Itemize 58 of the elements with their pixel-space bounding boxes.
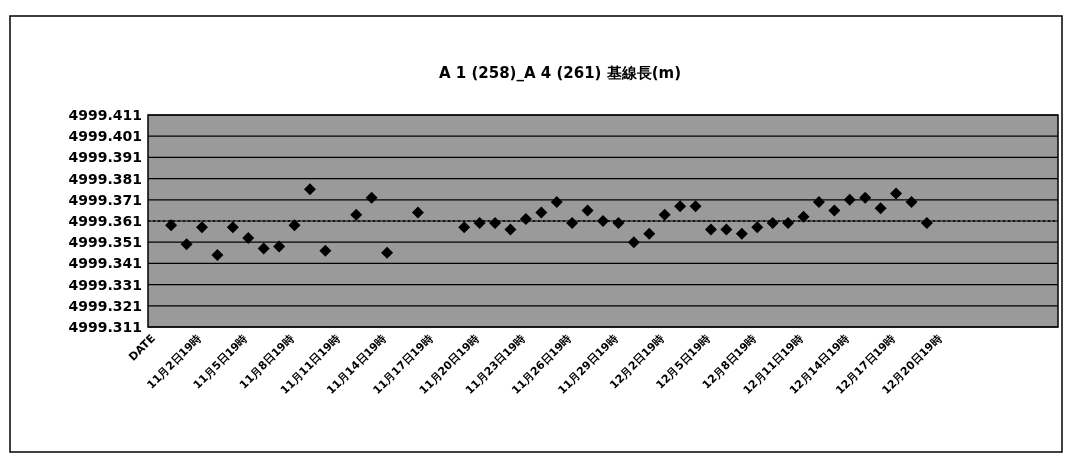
y-tick-label: 4999.381 — [68, 170, 142, 187]
point — [257, 242, 270, 255]
point — [674, 200, 687, 213]
point — [812, 195, 825, 208]
point — [689, 200, 702, 213]
point — [273, 240, 286, 253]
point — [859, 191, 872, 204]
point — [226, 221, 239, 234]
point — [581, 204, 594, 217]
point — [242, 231, 255, 244]
point — [704, 223, 717, 236]
point — [627, 236, 640, 249]
point — [195, 221, 208, 234]
point — [504, 223, 517, 236]
point — [550, 195, 563, 208]
point — [828, 204, 841, 217]
chart-title: A 1 (258)_A 4 (261) 基線長(m) — [438, 64, 682, 82]
point — [365, 191, 378, 204]
y-tick-label: 4999.341 — [68, 255, 142, 272]
y-tick-label: 4999.391 — [68, 149, 142, 166]
point — [905, 195, 918, 208]
point — [381, 246, 394, 259]
point — [411, 206, 424, 219]
point — [319, 244, 332, 257]
y-tick-label: 4999.321 — [68, 297, 142, 314]
point — [180, 238, 193, 251]
point — [843, 193, 856, 206]
point — [211, 248, 224, 261]
point — [920, 217, 933, 230]
y-tick-label: 4999.371 — [68, 191, 142, 208]
y-tick-label: 4999.401 — [68, 128, 142, 145]
point — [597, 215, 609, 227]
point — [782, 217, 795, 230]
point — [535, 206, 548, 219]
point — [612, 217, 625, 230]
point — [165, 219, 178, 232]
point — [720, 223, 733, 236]
point — [303, 183, 316, 196]
point — [797, 210, 810, 223]
point — [489, 217, 502, 230]
point — [566, 217, 579, 230]
point — [766, 217, 779, 230]
point — [458, 221, 471, 234]
y-tick-label: 4999.331 — [68, 276, 142, 293]
point — [473, 217, 486, 230]
y-tick-label: 4999.311 — [68, 319, 142, 335]
point — [890, 187, 903, 200]
point — [350, 208, 363, 221]
point — [751, 221, 764, 234]
point — [519, 212, 532, 225]
point — [288, 219, 301, 232]
y-tick-label: 4999.411 — [68, 107, 142, 123]
y-tick-label: 4999.351 — [68, 234, 142, 251]
point — [658, 208, 671, 221]
point — [735, 227, 748, 240]
point — [874, 202, 887, 215]
y-tick-label: 4999.361 — [68, 213, 142, 229]
point — [643, 227, 656, 240]
